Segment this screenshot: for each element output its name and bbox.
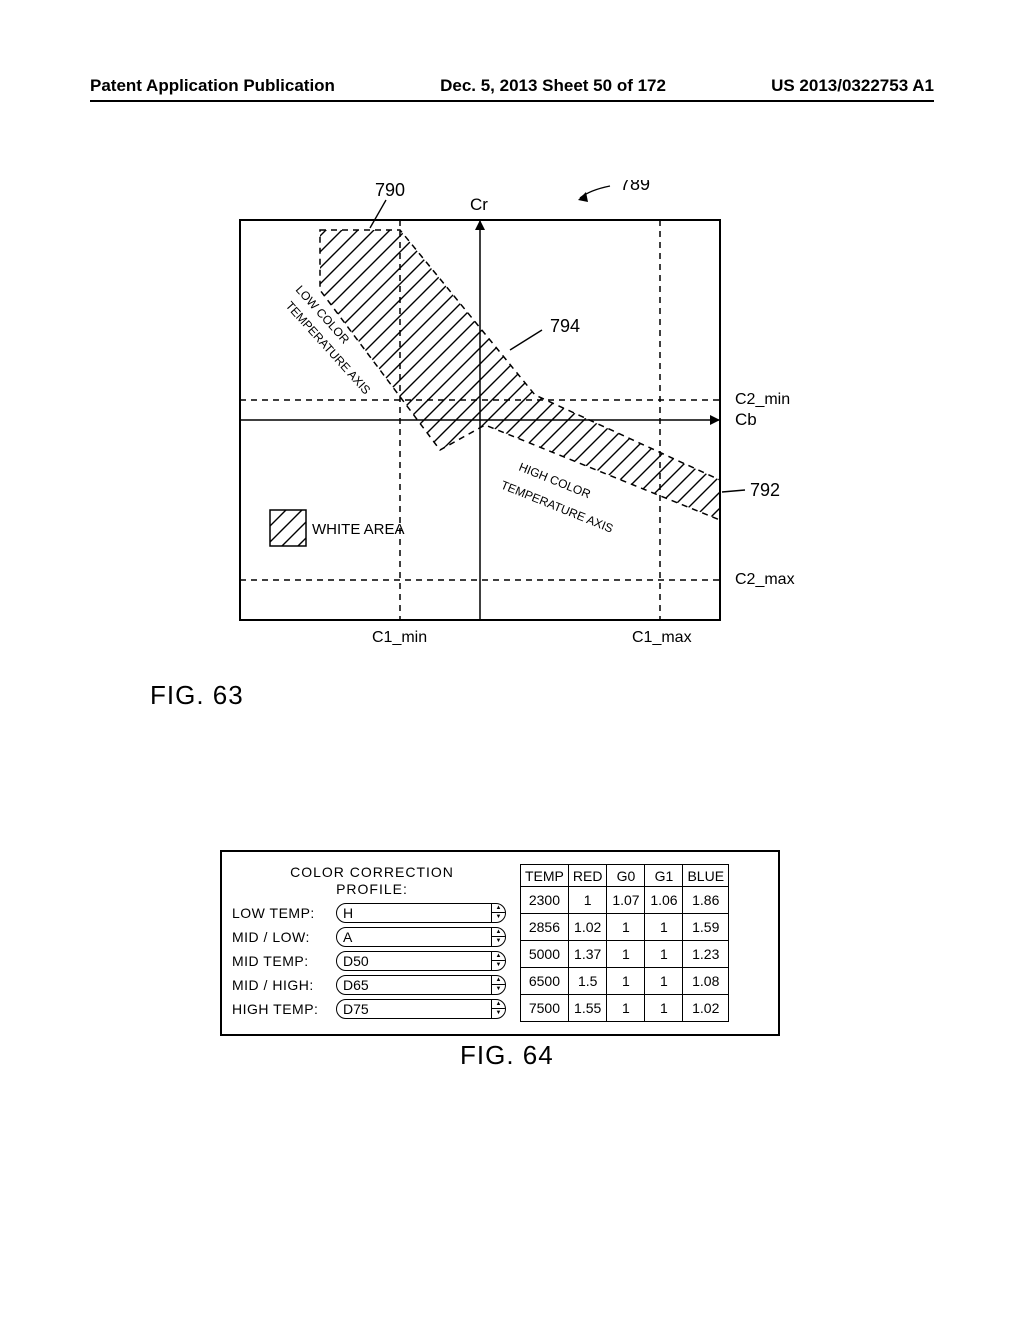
table-header-row: TEMP RED G0 G1 BLUE xyxy=(521,865,729,887)
page-header: Patent Application Publication Dec. 5, 2… xyxy=(90,76,934,96)
ref-789: 789 xyxy=(620,180,650,194)
profile-title: COLOR CORRECTION PROFILE: xyxy=(232,864,512,898)
cell: 1 xyxy=(568,887,607,914)
cell: 1 xyxy=(645,967,683,994)
cell: 5000 xyxy=(521,940,569,967)
arrow-up-icon[interactable]: ▲ xyxy=(492,904,505,914)
col-g1: G1 xyxy=(645,865,683,887)
fig64-caption: FIG. 64 xyxy=(460,1040,554,1071)
stepper-arrows-icon[interactable]: ▲ ▼ xyxy=(491,1000,505,1018)
row-label: HIGH TEMP: xyxy=(232,1001,336,1017)
row-label: MID TEMP: xyxy=(232,953,336,969)
profile-controls: COLOR CORRECTION PROFILE: LOW TEMP: H ▲ … xyxy=(232,864,512,1022)
fig63-svg: 789 790 794 792 Cr Cb C2_min C2_max C1_m… xyxy=(200,180,820,680)
stepper-arrows-icon[interactable]: ▲ ▼ xyxy=(491,928,505,946)
header-right: US 2013/0322753 A1 xyxy=(771,76,934,96)
table-row: 2856 1.02 1 1 1.59 xyxy=(521,913,729,940)
cell: 1.5 xyxy=(568,967,607,994)
cell: 1 xyxy=(645,994,683,1021)
label-white-area: WHITE AREA xyxy=(312,521,405,538)
page: Patent Application Publication Dec. 5, 2… xyxy=(0,0,1024,1320)
arrow-up-icon[interactable]: ▲ xyxy=(492,976,505,986)
row-label: MID / LOW: xyxy=(232,929,336,945)
cell: 1.02 xyxy=(683,994,729,1021)
cell: 6500 xyxy=(521,967,569,994)
stepper-arrows-icon[interactable]: ▲ ▼ xyxy=(491,904,505,922)
arrow-down-icon[interactable]: ▼ xyxy=(492,913,505,922)
profile-title-line1: COLOR CORRECTION xyxy=(290,864,454,880)
col-temp: TEMP xyxy=(521,865,569,887)
stepper-value: D75 xyxy=(337,1001,491,1017)
label-cb: Cb xyxy=(735,410,757,429)
table-row: 5000 1.37 1 1 1.23 xyxy=(521,940,729,967)
profile-row-high-temp: HIGH TEMP: D75 ▲ ▼ xyxy=(232,998,512,1020)
cell: 1.07 xyxy=(607,887,645,914)
cell: 1.59 xyxy=(683,913,729,940)
label-c1-min: C1_min xyxy=(372,629,427,646)
cell: 2300 xyxy=(521,887,569,914)
col-g0: G0 xyxy=(607,865,645,887)
stepper-mid-temp[interactable]: D50 ▲ ▼ xyxy=(336,951,506,971)
cell: 1 xyxy=(607,967,645,994)
stepper-low-temp[interactable]: H ▲ ▼ xyxy=(336,903,506,923)
row-label: LOW TEMP: xyxy=(232,905,336,921)
ref-794: 794 xyxy=(550,316,580,336)
table-row: 7500 1.55 1 1 1.02 xyxy=(521,994,729,1021)
profile-row-low-temp: LOW TEMP: H ▲ ▼ xyxy=(232,902,512,924)
cell: 2856 xyxy=(521,913,569,940)
stepper-mid-high[interactable]: D65 ▲ ▼ xyxy=(336,975,506,995)
cell: 1.23 xyxy=(683,940,729,967)
table-row: 2300 1 1.07 1.06 1.86 xyxy=(521,887,729,914)
label-c1-max: C1_max xyxy=(632,629,692,646)
cell: 1 xyxy=(607,913,645,940)
cell: 1.86 xyxy=(683,887,729,914)
profile-row-mid-low: MID / LOW: A ▲ ▼ xyxy=(232,926,512,948)
table-row: 6500 1.5 1 1 1.08 xyxy=(521,967,729,994)
stepper-value: H xyxy=(337,905,491,921)
cell: 1.55 xyxy=(568,994,607,1021)
label-cr: Cr xyxy=(470,195,488,214)
row-label: MID / HIGH: xyxy=(232,977,336,993)
stepper-value: A xyxy=(337,929,491,945)
arrow-down-icon[interactable]: ▼ xyxy=(492,937,505,946)
label-c2-max: C2_max xyxy=(735,571,795,588)
fig64-panel: COLOR CORRECTION PROFILE: LOW TEMP: H ▲ … xyxy=(220,850,780,1036)
cell: 1 xyxy=(607,940,645,967)
header-center: Dec. 5, 2013 Sheet 50 of 172 xyxy=(440,76,666,96)
arrow-up-icon[interactable]: ▲ xyxy=(492,952,505,962)
arrow-down-icon[interactable]: ▼ xyxy=(492,1009,505,1018)
label-c2-min: C2_min xyxy=(735,391,790,408)
cell: 1 xyxy=(645,940,683,967)
profile-title-line2: PROFILE: xyxy=(336,881,408,897)
cell: 1 xyxy=(607,994,645,1021)
header-left: Patent Application Publication xyxy=(90,76,335,96)
profile-row-mid-high: MID / HIGH: D65 ▲ ▼ xyxy=(232,974,512,996)
col-blue: BLUE xyxy=(683,865,729,887)
stepper-value: D50 xyxy=(337,953,491,969)
arrow-up-icon[interactable]: ▲ xyxy=(492,1000,505,1010)
profile-row-mid-temp: MID TEMP: D50 ▲ ▼ xyxy=(232,950,512,972)
arrow-up-icon[interactable]: ▲ xyxy=(492,928,505,938)
cell: 1.37 xyxy=(568,940,607,967)
stepper-value: D65 xyxy=(337,977,491,993)
cell: 1 xyxy=(645,913,683,940)
stepper-arrows-icon[interactable]: ▲ ▼ xyxy=(491,976,505,994)
fig63-caption: FIG. 63 xyxy=(150,680,244,711)
col-red: RED xyxy=(568,865,607,887)
ref-792: 792 xyxy=(750,480,780,500)
header-rule xyxy=(90,100,934,102)
arrow-down-icon[interactable]: ▼ xyxy=(492,985,505,994)
fig63-diagram: 789 790 794 792 Cr Cb C2_min C2_max C1_m… xyxy=(200,180,800,700)
stepper-mid-low[interactable]: A ▲ ▼ xyxy=(336,927,506,947)
cell: 1.06 xyxy=(645,887,683,914)
correction-table: TEMP RED G0 G1 BLUE 2300 1 1.07 1.06 xyxy=(520,864,729,1022)
stepper-high-temp[interactable]: D75 ▲ ▼ xyxy=(336,999,506,1019)
cell: 1.02 xyxy=(568,913,607,940)
stepper-arrows-icon[interactable]: ▲ ▼ xyxy=(491,952,505,970)
cell: 1.08 xyxy=(683,967,729,994)
arrow-down-icon[interactable]: ▼ xyxy=(492,961,505,970)
ref-790: 790 xyxy=(375,180,405,200)
cell: 7500 xyxy=(521,994,569,1021)
